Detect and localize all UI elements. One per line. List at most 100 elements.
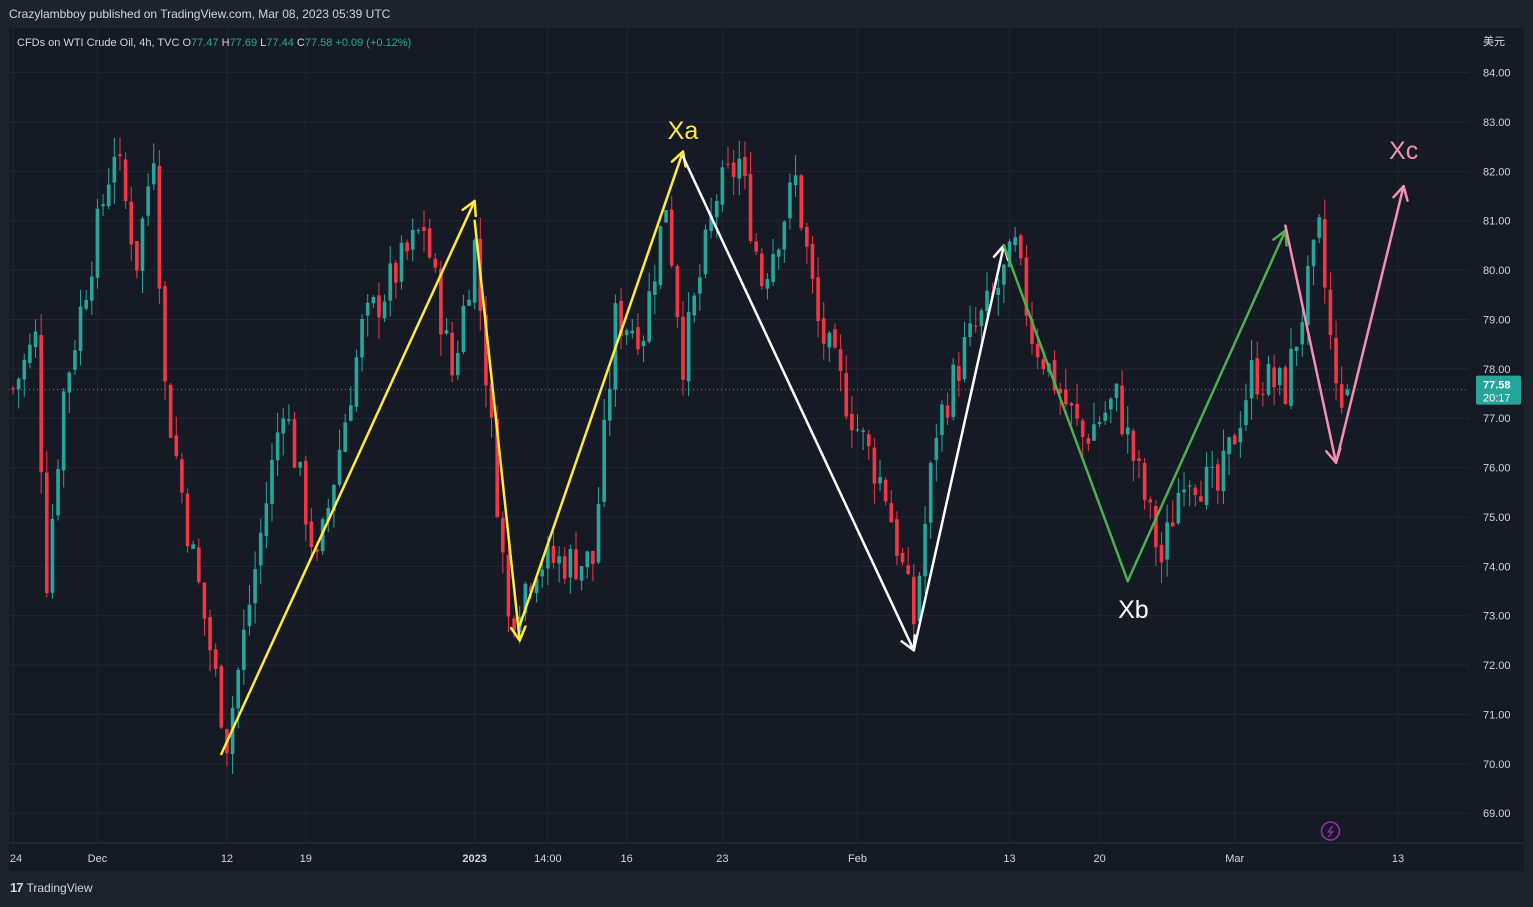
candle-body (495, 418, 499, 517)
trend-arrow-white[interactable] (681, 155, 916, 652)
bottom-bar (0, 871, 1533, 907)
candle-body (258, 532, 263, 566)
candle-body (698, 277, 702, 294)
candle-body (1142, 462, 1147, 501)
candle-body (1193, 487, 1198, 495)
candle-body (833, 329, 837, 348)
candle-body (1345, 389, 1350, 396)
published-note: Crazylambboy published on TradingView.co… (9, 7, 391, 21)
brand-name: TradingView (26, 880, 93, 895)
candle-body (607, 388, 612, 421)
candle-body (720, 167, 725, 205)
candle-body (585, 551, 590, 568)
candle-body (737, 158, 742, 179)
candle-body (11, 388, 15, 390)
candle-body (219, 666, 224, 728)
trend-arrow-green[interactable] (1126, 229, 1287, 583)
price-axis[interactable] (1469, 28, 1524, 843)
lightning-icon[interactable] (1320, 821, 1341, 841)
price-chart[interactable]: Xa Xb Xc 美元 84.00 83.00 82.00 81.00 80.00 79.00 78… (9, 28, 1524, 871)
arrow-head (1392, 184, 1409, 202)
tradingview-logo[interactable]: 17 TradingView (10, 880, 93, 895)
candle-body (641, 340, 646, 347)
candle-body (157, 165, 162, 289)
candle-body (315, 549, 319, 552)
candle-body (900, 552, 905, 563)
candle-body (1080, 420, 1085, 438)
candle-body (1114, 383, 1119, 398)
candle-body (1322, 219, 1327, 288)
candle-body (681, 316, 685, 380)
arrow-head (509, 625, 527, 642)
trend-arrow-yellow[interactable] (473, 219, 521, 642)
time-tick-label: Mar (1225, 853, 1244, 865)
time-tick-label: 2023 (462, 853, 486, 865)
candle-body (287, 419, 291, 421)
candle-body (1216, 464, 1220, 491)
candle-body (838, 349, 843, 371)
candle-body (394, 262, 398, 283)
candle-body (354, 357, 359, 407)
wave-label-xc: Xc (1389, 137, 1418, 165)
time-axis[interactable] (9, 843, 1524, 871)
trend-arrow-green[interactable] (1002, 244, 1129, 583)
candle-body (1007, 241, 1012, 268)
candle-body (709, 215, 713, 232)
candle-body (129, 201, 134, 245)
chart-area[interactable]: Xa Xb Xc 美元 84.00 83.00 82.00 81.00 80.00 79.00 78… (9, 28, 1524, 871)
candle-body (1221, 450, 1226, 492)
candle-body (326, 507, 331, 522)
trend-arrow-pink[interactable] (1284, 224, 1338, 464)
candle-body (664, 210, 668, 223)
candle-body (1165, 522, 1169, 560)
candle-body (844, 373, 849, 417)
candle-body (140, 218, 145, 272)
candle-body (90, 276, 94, 301)
candle-body (264, 503, 269, 536)
candle-body (1277, 368, 1282, 386)
candle-body (1272, 367, 1276, 388)
candle-body (861, 430, 865, 432)
candle-body (872, 447, 877, 484)
candle-body (180, 459, 184, 493)
trend-arrow-yellow[interactable] (220, 199, 476, 756)
price-tick-label: 71.00 (1483, 709, 1511, 721)
candle-body (1249, 360, 1254, 399)
candle-body (135, 241, 139, 271)
candle-body (805, 227, 809, 247)
candle-body (422, 227, 426, 232)
candle-body (810, 243, 815, 280)
candle-body (602, 419, 606, 502)
candle-body (439, 268, 443, 335)
candle-body (332, 485, 336, 512)
candle-body (1199, 496, 1203, 502)
currency-label: 美元 (1483, 35, 1505, 48)
trend-arrow-pink[interactable] (1334, 184, 1405, 464)
price-tick-label: 79.00 (1483, 314, 1511, 326)
trend-arrow-white[interactable] (912, 244, 1006, 652)
candle-body (309, 521, 314, 548)
candle-body (1339, 384, 1344, 408)
candle-body (1013, 237, 1017, 246)
time-tick-label: 13 (1003, 853, 1015, 865)
price-tick-label: 81.00 (1483, 216, 1511, 228)
candle-body (433, 258, 438, 268)
time-tick-label: 12 (221, 853, 233, 865)
candle-body (213, 649, 218, 669)
candle-body (174, 435, 179, 457)
candle-body (292, 419, 297, 468)
candle-body (799, 175, 803, 229)
wave-label-xb: Xb (1118, 596, 1149, 624)
candle-body (455, 353, 460, 376)
candle-body (940, 404, 944, 435)
candle-body (923, 523, 927, 577)
candle-body (208, 617, 212, 651)
candle-body (1109, 398, 1113, 410)
candle-body (855, 429, 860, 431)
candle-body (669, 209, 674, 266)
candle-body (968, 323, 972, 337)
candle-body (163, 286, 167, 382)
trend-arrow-yellow[interactable] (518, 150, 685, 627)
candle-body (557, 556, 561, 564)
candle-body (636, 327, 640, 350)
